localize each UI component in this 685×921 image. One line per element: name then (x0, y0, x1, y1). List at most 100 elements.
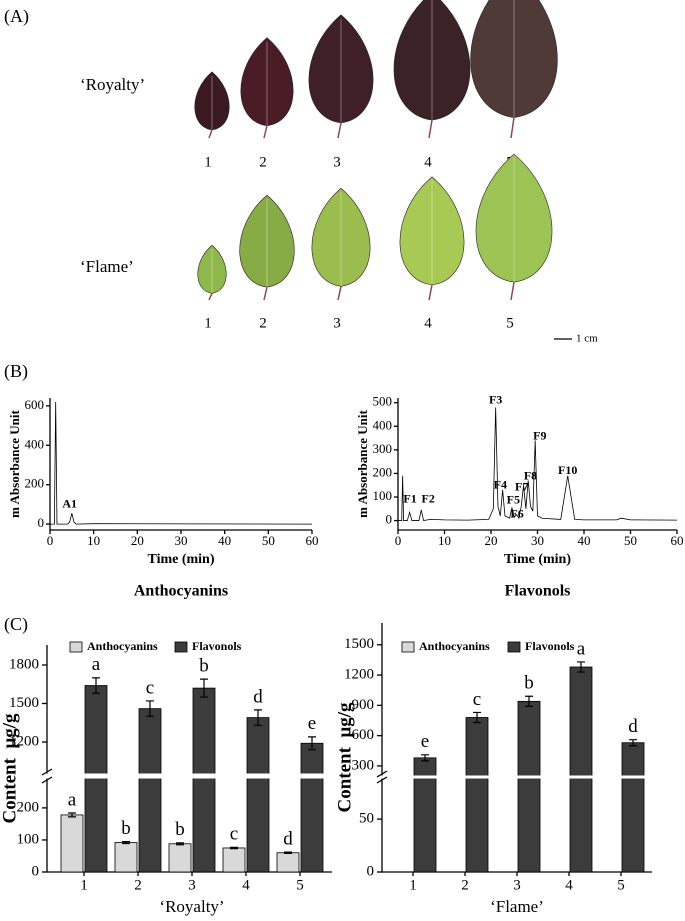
stage-label: 1 (204, 154, 212, 170)
stage-label: 5 (506, 315, 514, 331)
x-axis-label: ‘Royalty’ (159, 897, 224, 916)
y-tick-label: 1500 (344, 636, 374, 652)
y-tick-label: 400 (373, 417, 393, 432)
bar (276, 852, 300, 873)
panel-label: (C) (4, 614, 28, 635)
bar (246, 717, 270, 873)
x-tick-label: 50 (624, 533, 637, 548)
peak-label: F3 (489, 393, 502, 407)
stage-label: 1 (204, 315, 212, 331)
error-bar (200, 678, 208, 698)
y-tick-label: 1500 (9, 695, 39, 711)
significance-letter: e (308, 713, 316, 734)
significance-letter: b (175, 819, 185, 840)
peak-label: F6 (510, 506, 523, 520)
y-tick-label: 200 (25, 476, 45, 491)
x-tick-label: 0 (47, 533, 54, 548)
y-tick-label: 0 (38, 515, 45, 530)
x-tick-label: 40 (218, 533, 231, 548)
x-axis-label: Time (min) (147, 552, 214, 567)
bar (300, 742, 324, 873)
leaf-stem (428, 119, 433, 139)
y-tick-label: 500 (373, 394, 393, 409)
error-bar (473, 711, 481, 724)
error-bar (254, 709, 262, 726)
x-tick-label: 4 (565, 877, 573, 893)
error-bar (629, 739, 637, 747)
legend-swatch (507, 641, 521, 653)
x-tick-label: 60 (306, 533, 319, 548)
chart-title: Flavonols (505, 583, 571, 600)
leaf-stem (337, 286, 342, 301)
axis-break-mark (41, 768, 53, 784)
error-bar (230, 846, 238, 850)
bar (60, 814, 84, 873)
x-tick-label: 20 (131, 533, 144, 548)
stage-label: 4 (424, 315, 432, 331)
stage-label: 2 (259, 154, 267, 170)
leaf-stem (263, 286, 268, 301)
peak-label: F1 (403, 491, 416, 505)
x-tick-label: 5 (296, 877, 304, 893)
y-axis-label: Content μg/g (334, 702, 355, 812)
bar (569, 666, 593, 873)
peak-label: F2 (422, 491, 435, 505)
axis-break (41, 773, 333, 779)
y-axis-label: m Absorbance Unit (355, 410, 370, 518)
x-tick-label: 20 (485, 533, 498, 548)
bar (168, 843, 192, 873)
error-bar (525, 695, 533, 707)
y-tick-label: 900 (352, 697, 375, 713)
y-tick-label: 1200 (344, 667, 374, 683)
axis-break-mark (376, 770, 388, 784)
x-axis-label: ‘Flame’ (490, 897, 544, 916)
y-tick-label: 400 (25, 436, 45, 451)
x-axis-label: Time (min) (504, 552, 571, 567)
bar (517, 700, 541, 873)
cultivar-label: ‘Royalty’ (80, 75, 145, 94)
y-tick-label: 0 (367, 863, 375, 879)
cultivar-label: ‘Flame’ (80, 257, 134, 276)
error-bar (92, 677, 100, 694)
significance-letter: c (230, 824, 238, 845)
x-tick-label: 60 (671, 533, 684, 548)
y-axis-label: Content μg/g (0, 713, 20, 823)
bar (84, 685, 108, 873)
bar (465, 717, 489, 873)
peak-label: A1 (62, 497, 77, 511)
axis (49, 398, 312, 531)
y-tick-label: 100 (373, 488, 393, 503)
peak-label: F5 (507, 492, 520, 506)
peak-label: F7 (515, 479, 528, 493)
x-tick-label: 40 (578, 533, 591, 548)
y-tick-label: 1200 (9, 733, 39, 749)
error-bar (122, 840, 130, 845)
stage-label: 2 (259, 315, 267, 331)
significance-letter: a (92, 654, 101, 675)
leaf-stem (510, 281, 515, 301)
x-tick-label: 30 (175, 533, 188, 548)
x-tick-label: 2 (461, 877, 469, 893)
stage-label: 4 (424, 154, 432, 170)
x-tick-label: 1 (80, 877, 88, 893)
leaf-stem (510, 117, 515, 139)
y-tick-label: 600 (25, 397, 45, 412)
leaf-stem (208, 129, 213, 139)
x-tick-label: 4 (242, 877, 250, 893)
legend-label: Anthocyanins (419, 639, 490, 653)
leaf-stem (263, 125, 268, 139)
scale-label: 1 cm (576, 333, 598, 345)
error-bar (577, 661, 585, 673)
significance-letter: b (121, 818, 131, 839)
trace (50, 401, 313, 525)
y-tick-label: 200 (373, 464, 393, 479)
x-tick-label: 1 (409, 877, 417, 893)
error-bar (284, 851, 292, 855)
stage-label: 3 (333, 154, 341, 170)
significance-letter: d (253, 686, 263, 707)
y-tick-label: 200 (17, 799, 40, 815)
peak-label: F8 (524, 469, 537, 483)
legend-label: Anthocyanins (87, 639, 158, 653)
significance-letter: e (421, 731, 429, 752)
